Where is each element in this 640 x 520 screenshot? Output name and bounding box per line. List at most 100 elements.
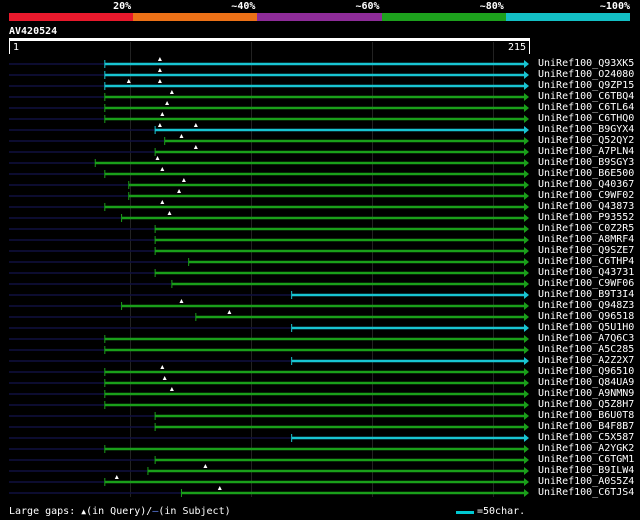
gaps-legend: Large gaps: ▲(in Query)/–(in Subject) — [9, 506, 231, 517]
hit-label[interactable]: UniRef100_C6TGM1 — [538, 454, 635, 465]
alignment-end-arrow — [524, 159, 529, 167]
hit-label[interactable]: UniRef100_Q40367 — [538, 179, 635, 190]
hit-label[interactable]: UniRef100_Q948Z3 — [538, 300, 635, 311]
gap-marker-icon — [157, 123, 162, 127]
gap-marker-icon — [193, 145, 198, 149]
hit-label[interactable]: UniRef100_A0S5Z4 — [538, 476, 635, 487]
alignment-end-arrow — [524, 258, 529, 266]
hit-label[interactable]: UniRef100_B6U0T8 — [538, 410, 635, 421]
ruler-start-label: 1 — [13, 42, 20, 53]
gap-marker-icon — [217, 486, 222, 490]
alignment-end-arrow — [524, 368, 529, 376]
legend-label: ~60% — [355, 1, 380, 12]
alignment-end-arrow — [524, 445, 529, 453]
legend-label: ~80% — [479, 1, 504, 12]
hit-label[interactable]: UniRef100_C9WF02 — [538, 190, 635, 201]
hit-label[interactable]: UniRef100_Q52QY2 — [538, 135, 635, 146]
alignment-end-arrow — [524, 115, 529, 123]
gap-marker-icon — [177, 189, 182, 193]
hit-label[interactable]: UniRef100_Q43731 — [538, 267, 635, 278]
hit-label[interactable]: UniRef100_A2YGK2 — [538, 443, 635, 454]
hit-label[interactable]: UniRef100_P93552 — [538, 212, 635, 223]
gap-marker-icon — [160, 167, 165, 171]
scale-bar — [456, 511, 474, 514]
hit-label[interactable]: UniRef100_B6E500 — [538, 168, 635, 179]
alignment-end-arrow — [524, 434, 529, 442]
alignment-end-arrow — [524, 71, 529, 79]
hit-label[interactable]: UniRef100_C6TL64 — [538, 102, 635, 113]
gridline — [493, 42, 494, 497]
hit-label[interactable]: UniRef100_C5X587 — [538, 432, 635, 443]
alignment-end-arrow — [524, 423, 529, 431]
hit-label[interactable]: UniRef100_Q96510 — [538, 366, 635, 377]
alignment-end-arrow — [524, 379, 529, 387]
alignment-end-arrow — [524, 412, 529, 420]
hit-label[interactable]: UniRef100_A8MRF4 — [538, 234, 635, 245]
hit-label[interactable]: UniRef100_C9WF06 — [538, 278, 635, 289]
gap-marker-icon — [157, 57, 162, 61]
alignment-end-arrow — [524, 467, 529, 475]
hit-label[interactable]: UniRef100_B9GYX4 — [538, 124, 635, 135]
hit-label[interactable]: UniRef100_C6THQ0 — [538, 113, 635, 124]
alignment-end-arrow — [524, 478, 529, 486]
hit-label[interactable]: UniRef100_O24080 — [538, 69, 635, 80]
alignment-end-arrow — [524, 489, 529, 497]
legend-bar-segment — [9, 13, 134, 21]
alignment-end-arrow — [524, 313, 529, 321]
hit-label[interactable]: UniRef100_Q9SZE7 — [538, 245, 635, 256]
hit-label[interactable]: UniRef100_B9SGY3 — [538, 157, 635, 168]
alignment-end-arrow — [524, 346, 529, 354]
triangle-icon: ▲ — [81, 507, 87, 516]
hit-label[interactable]: UniRef100_B9T3I4 — [538, 289, 635, 300]
hit-label[interactable]: UniRef100_Q84UA9 — [538, 377, 635, 388]
hit-label[interactable]: UniRef100_B4F8B7 — [538, 421, 635, 432]
gap-marker-icon — [162, 376, 167, 380]
gridline — [251, 42, 252, 497]
alignment-end-arrow — [524, 280, 529, 288]
hit-label[interactable]: UniRef100_Q93XK5 — [538, 58, 635, 69]
hit-label[interactable]: UniRef100_C6TJS4 — [538, 487, 635, 498]
hit-label[interactable]: UniRef100_C6THP4 — [538, 256, 635, 267]
hit-label[interactable]: UniRef100_A5C285 — [538, 344, 635, 355]
hit-label[interactable]: UniRef100_Q5Z8H7 — [538, 399, 635, 410]
alignment-end-arrow — [524, 302, 529, 310]
query-id: AV420524 — [9, 26, 58, 37]
alignment-end-arrow — [524, 148, 529, 156]
alignment-end-arrow — [524, 203, 529, 211]
legend-bar-segment — [133, 13, 258, 21]
hit-label[interactable]: UniRef100_A2Z2X7 — [538, 355, 635, 366]
hit-label[interactable]: UniRef100_B9ILW4 — [538, 465, 635, 476]
alignment-end-arrow — [524, 126, 529, 134]
hit-label[interactable]: UniRef100_Q5U1H0 — [538, 322, 635, 333]
hit-label[interactable]: UniRef100_Q43873 — [538, 201, 635, 212]
gap-marker-icon — [179, 299, 184, 303]
legend-bar-segment — [257, 13, 383, 21]
hit-label[interactable]: UniRef100_A7PLN4 — [538, 146, 635, 157]
gap-marker-icon — [160, 200, 165, 204]
gaps-subject-text: (in Subject) — [158, 506, 231, 517]
gridline — [372, 42, 373, 497]
alignment-end-arrow — [524, 93, 529, 101]
alignment-end-arrow — [524, 82, 529, 90]
hit-label[interactable]: UniRef100_Q9ZP15 — [538, 80, 635, 91]
alignment-end-arrow — [524, 357, 529, 365]
gap-marker-icon — [165, 101, 170, 105]
gap-marker-icon — [155, 156, 160, 160]
alignment-end-arrow — [524, 269, 529, 277]
hit-label[interactable]: UniRef100_Q96518 — [538, 311, 635, 322]
alignment-end-arrow — [524, 401, 529, 409]
hit-label[interactable]: UniRef100_A9NMN9 — [538, 388, 635, 399]
hit-label[interactable]: UniRef100_C0Z2R5 — [538, 223, 635, 234]
gap-marker-icon — [157, 79, 162, 83]
gap-marker-icon — [203, 464, 208, 468]
scale-text: =50char. — [477, 506, 526, 517]
gaps-query-text: (in Query)/ — [86, 506, 153, 517]
gaps-prefix: Large gaps: — [9, 506, 76, 517]
ruler-tick-end — [529, 41, 530, 54]
alignment-end-arrow — [524, 60, 529, 68]
hit-label[interactable]: UniRef100_C6TBQ4 — [538, 91, 635, 102]
legend-bar-segment — [381, 13, 507, 21]
alignment-end-arrow — [524, 192, 529, 200]
hit-label[interactable]: UniRef100_A7Q6C3 — [538, 333, 635, 344]
legend-bar-segment — [505, 13, 631, 21]
